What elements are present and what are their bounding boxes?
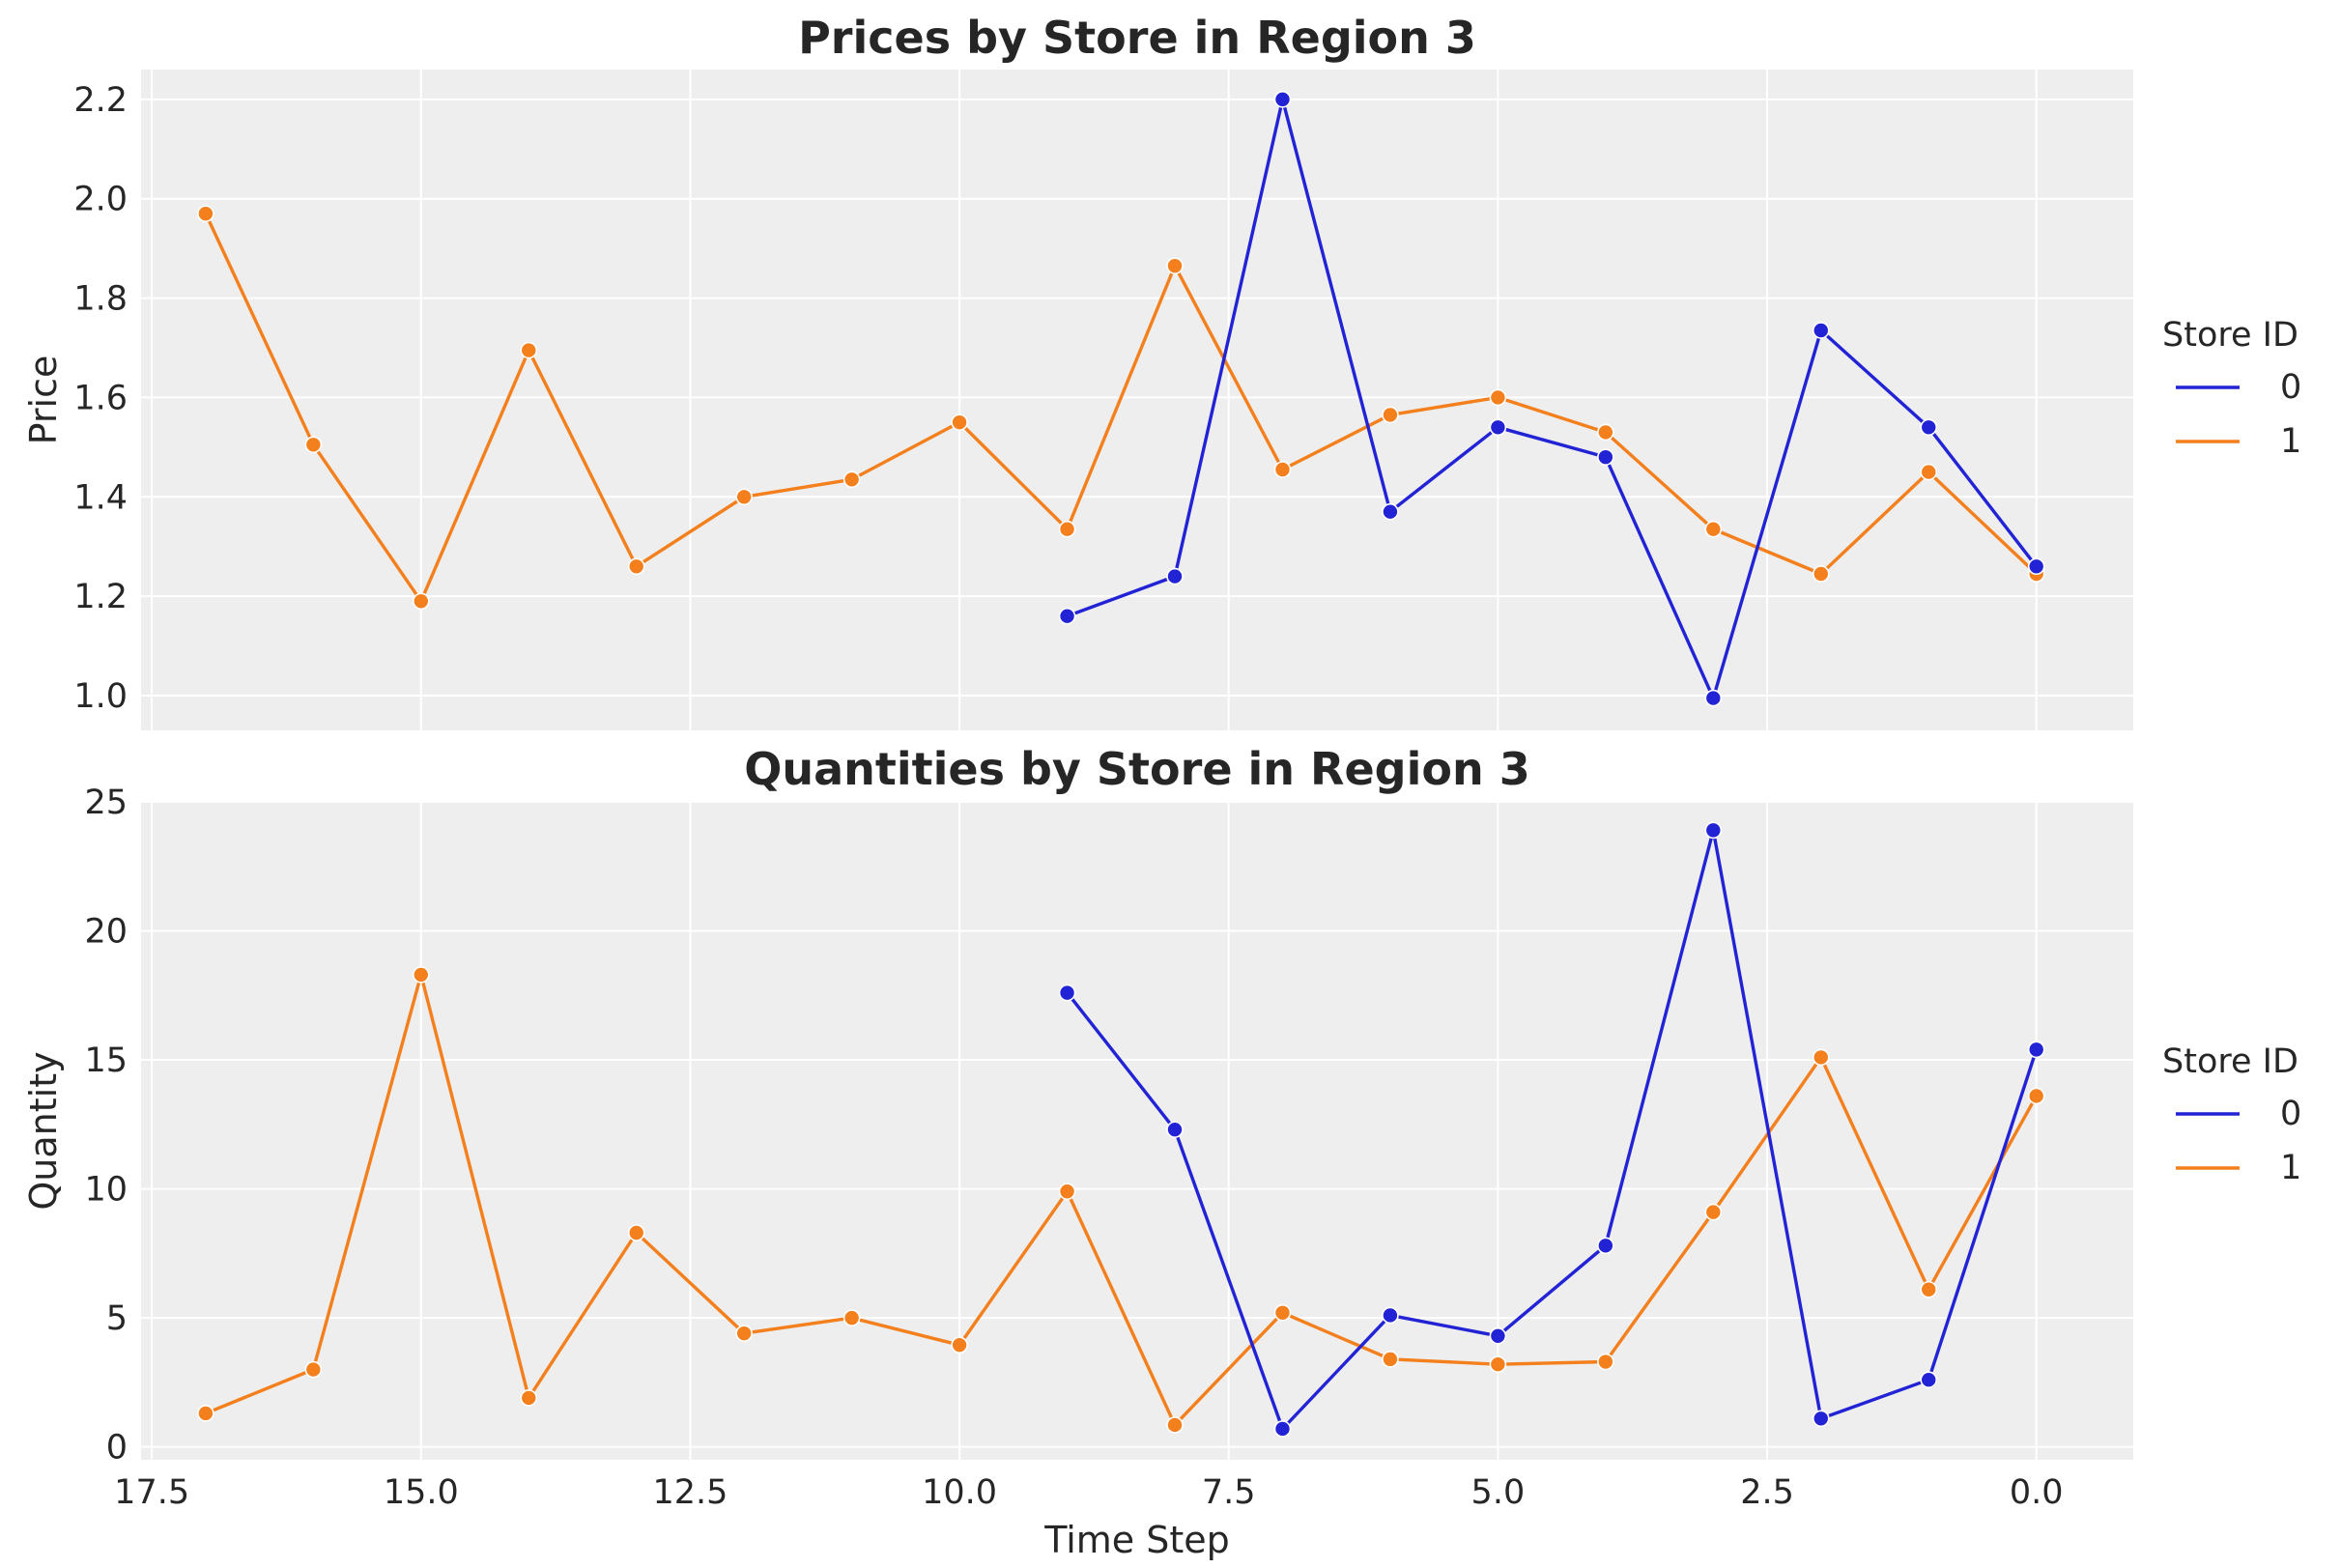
x-tick-label: 15.0: [384, 1473, 459, 1512]
data-point-store-0: [1812, 1410, 1830, 1428]
legend-title: Store ID: [2162, 1042, 2298, 1081]
legend-label-store-1: 1: [2280, 422, 2301, 461]
x-tick-label: 2.5: [1740, 1473, 1794, 1512]
data-point-store-1: [1920, 463, 1938, 481]
x-tick-label: 0.0: [2010, 1473, 2064, 1512]
data-point-store-1: [1166, 257, 1184, 274]
data-point-store-1: [412, 592, 430, 611]
data-point-store-0: [1597, 1237, 1614, 1255]
y-tick-label: 1.4: [73, 478, 128, 517]
data-point-store-0: [1058, 607, 1076, 625]
data-point-store-1: [842, 1309, 861, 1326]
data-point-store-0: [1058, 984, 1076, 1002]
data-point-store-1: [304, 1360, 323, 1379]
data-point-store-1: [627, 557, 645, 576]
plot-area: [141, 802, 2133, 1460]
data-point-store-0: [1382, 502, 1399, 521]
data-point-store-1: [1058, 1183, 1076, 1201]
y-tick-label: 20: [84, 913, 128, 952]
data-point-store-1: [520, 1389, 538, 1407]
data-point-store-0: [1166, 1121, 1184, 1138]
data-point-store-1: [2027, 1087, 2045, 1105]
data-point-store-1: [197, 1405, 214, 1422]
legend-title: Store ID: [2162, 316, 2298, 355]
data-point-store-1: [304, 436, 323, 454]
data-point-store-1: [842, 470, 861, 489]
y-tick-label: 1.8: [73, 280, 128, 319]
legend-label-store-1: 1: [2280, 1149, 2301, 1187]
x-tick-label: 17.5: [114, 1473, 189, 1512]
data-point-store-1: [1920, 1280, 1938, 1298]
chart-title: Quantities by Store in Region 3: [744, 743, 1530, 795]
data-point-store-1: [951, 413, 968, 431]
plot-area: [141, 70, 2133, 730]
data-point-store-1: [1597, 423, 1614, 442]
x-tick-label: 10.0: [922, 1473, 997, 1512]
data-point-store-0: [1812, 322, 1830, 339]
data-point-store-0: [1920, 418, 1938, 437]
legend-label-store-0: 0: [2280, 368, 2301, 407]
data-point-store-1: [1704, 520, 1723, 538]
data-point-store-1: [1489, 1355, 1507, 1373]
data-point-store-1: [520, 341, 538, 359]
data-point-store-0: [1382, 1306, 1399, 1325]
y-tick-label: 2.0: [73, 181, 128, 219]
data-point-store-0: [1597, 448, 1614, 466]
y-tick-label: 1.6: [73, 379, 128, 417]
data-point-store-0: [1489, 418, 1507, 437]
x-tick-label: 7.5: [1202, 1473, 1256, 1512]
data-point-store-1: [1273, 1303, 1292, 1322]
y-tick-label: 1.0: [73, 677, 128, 716]
data-point-store-1: [1273, 461, 1292, 478]
data-point-store-1: [1166, 1416, 1184, 1434]
y-tick-label: 1.2: [73, 578, 128, 616]
data-point-store-1: [1704, 1203, 1723, 1221]
series-line-store-1: [204, 213, 2038, 603]
y-tick-label: 15: [84, 1041, 128, 1080]
data-point-store-1: [735, 488, 753, 506]
series-line-store-0: [1067, 98, 2039, 700]
series-line-store-0: [1066, 828, 2039, 1431]
data-point-store-0: [2027, 557, 2045, 576]
data-point-store-1: [1812, 565, 1830, 583]
data-point-store-0: [1704, 689, 1723, 707]
legend-label-store-0: 0: [2280, 1095, 2301, 1133]
y-tick-label: 25: [84, 784, 128, 822]
data-point-store-0: [2027, 1041, 2045, 1059]
y-tick-label: 10: [84, 1171, 128, 1210]
data-point-store-0: [1489, 1327, 1507, 1345]
data-point-store-1: [1382, 1351, 1399, 1368]
data-point-store-0: [1166, 567, 1184, 585]
series-line-store-1: [205, 973, 2039, 1427]
chart-title: Prices by Store in Region 3: [798, 12, 1476, 64]
data-point-store-1: [627, 1224, 645, 1241]
data-point-store-0: [1704, 821, 1723, 840]
data-point-store-0: [1273, 91, 1292, 108]
data-point-store-1: [1382, 406, 1399, 424]
data-point-store-1: [197, 205, 214, 222]
data-point-store-1: [735, 1325, 753, 1342]
data-point-store-1: [951, 1336, 968, 1354]
x-tick-label: 12.5: [652, 1473, 728, 1512]
prices-chart-panel: 1.0 1.2 1.4 1.6 1.8 2.0 2.2 Prices by Store in …: [22, 12, 2301, 730]
data-point-store-1: [1489, 388, 1507, 407]
y-tick-label: 0: [106, 1429, 128, 1468]
y-axis-label: Price: [22, 356, 65, 445]
data-point-store-1: [1812, 1048, 1830, 1067]
x-tick-label: 5.0: [1471, 1473, 1526, 1512]
y-tick-label: 5: [106, 1299, 128, 1338]
data-point-store-0: [1920, 1371, 1938, 1389]
y-axis-label: Quantity: [22, 1051, 65, 1210]
data-point-store-1: [1597, 1353, 1614, 1371]
data-point-store-1: [1058, 520, 1076, 538]
data-point-store-1: [412, 966, 430, 984]
x-axis-label: Time Step: [1043, 1519, 1230, 1561]
y-tick-label: 2.2: [73, 81, 128, 120]
data-point-store-0: [1273, 1420, 1292, 1438]
